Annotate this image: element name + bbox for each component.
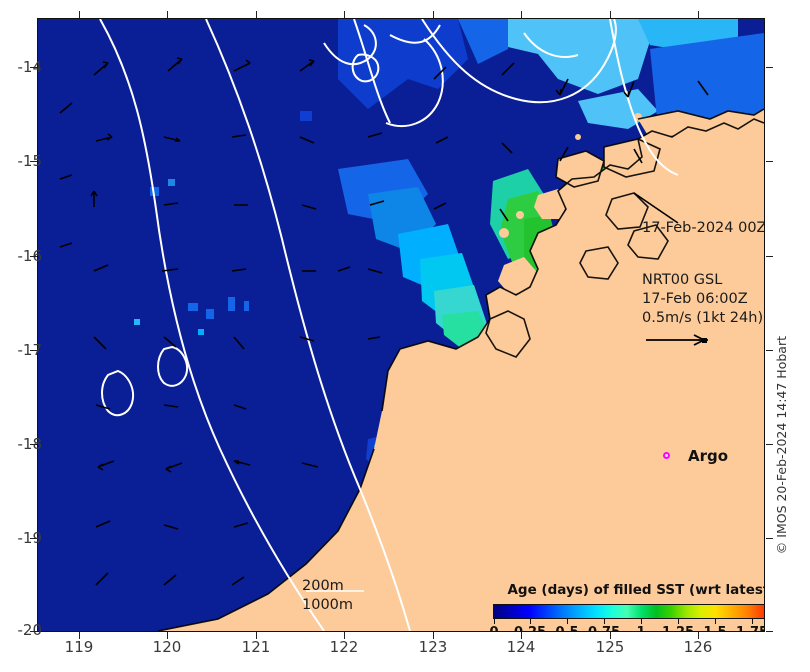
y-tick-label--20: -20 <box>17 621 43 639</box>
colorbar-tick-15: 1.5 <box>703 625 726 631</box>
y-tick-label--19: -19 <box>17 529 43 547</box>
x-tick-label-125: 125 <box>595 638 625 656</box>
colorbar-tick-1: 1 <box>636 625 645 631</box>
x-tick-label-121: 121 <box>241 638 271 656</box>
argo-legend-label: Argo <box>688 447 729 465</box>
land-mass <box>38 109 764 631</box>
current-vectors <box>59 57 709 586</box>
current-scale-annotation: 0.5m/s (1kt 24h) <box>642 310 764 326</box>
y-tick-label--16: -16 <box>17 247 43 265</box>
colorbar: Age (days) of filled SST (wrt latest) 0 … <box>485 582 765 631</box>
colorbar-tick-05: 0.5 <box>555 625 578 631</box>
y-tick-label--15: -15 <box>17 152 43 170</box>
colorbar-tick-075: 0.75 <box>588 625 620 631</box>
sst-date-annotation: 17-Feb-2024 00Z <box>642 220 765 236</box>
map-graphics <box>38 19 764 631</box>
colorbar-tick-175: 1.75 <box>736 625 764 631</box>
current-scale-arrow <box>646 334 708 346</box>
coastline <box>157 108 764 631</box>
credit-text: © IMOS 20-Feb-2024 14:47 Hobart <box>774 336 789 555</box>
contour-label-200m: 200m <box>302 578 344 594</box>
map-plot-area[interactable]: 17-Feb-2024 00Z NRT00 GSL 17-Feb 06:00Z … <box>37 18 765 632</box>
contour-label-1000m: 1000m <box>302 597 354 613</box>
x-tick-label-124: 124 <box>506 638 536 656</box>
x-tick-label-120: 120 <box>152 638 182 656</box>
sst-date-leader-line <box>633 192 679 224</box>
colorbar-tick-0: 0 <box>489 625 498 631</box>
colorbar-tick-125: 1.25 <box>662 625 694 631</box>
y-tick-label--14: -14 <box>17 58 43 76</box>
y-tick-label--17: -17 <box>17 341 43 359</box>
colorbar-gradient <box>493 604 764 619</box>
y-tick-label--18: -18 <box>17 435 43 453</box>
colorbar-tick-025: 0.25 <box>514 625 546 631</box>
current-time-annotation: 17-Feb 06:00Z <box>642 291 748 307</box>
argo-marker-icon <box>663 452 670 459</box>
x-tick-label-119: 119 <box>64 638 94 656</box>
bathymetry-contours <box>99 19 679 631</box>
x-tick-label-123: 123 <box>418 638 448 656</box>
colorbar-title: Age (days) of filled SST (wrt latest) <box>507 582 765 598</box>
x-tick-label-126: 126 <box>683 638 713 656</box>
x-tick-label-122: 122 <box>329 638 359 656</box>
current-source-annotation: NRT00 GSL <box>642 272 723 288</box>
